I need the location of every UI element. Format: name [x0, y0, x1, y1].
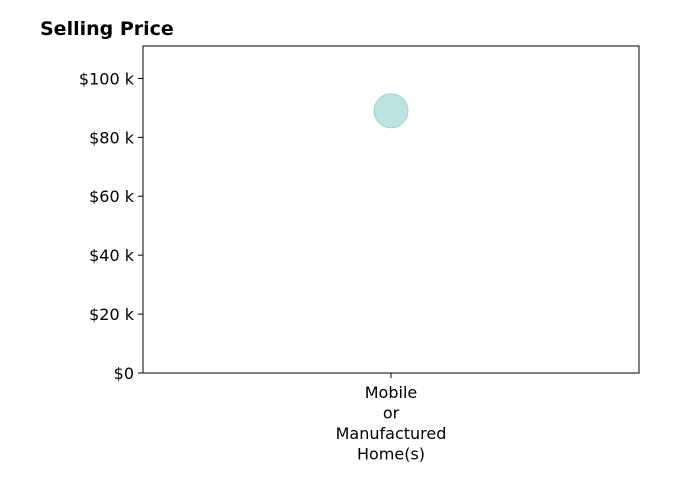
y-tick-label: $40 k	[89, 246, 135, 265]
y-tick-label: $100 k	[79, 69, 135, 88]
y-axis: $0 $20 k $40 k $60 k $80 k $100 k	[79, 69, 143, 383]
x-tick-label: Mobile or Manufactured Home(s)	[336, 383, 447, 464]
data-point	[373, 93, 409, 129]
chart-title: Selling Price	[40, 18, 174, 40]
y-tick-label: $0	[114, 364, 134, 383]
y-tick-label: $20 k	[89, 305, 135, 324]
x-axis: Mobile or Manufactured Home(s)	[336, 373, 447, 464]
data-marks	[373, 93, 409, 129]
y-tick-label: $60 k	[89, 187, 135, 206]
y-tick-label: $80 k	[89, 128, 135, 147]
